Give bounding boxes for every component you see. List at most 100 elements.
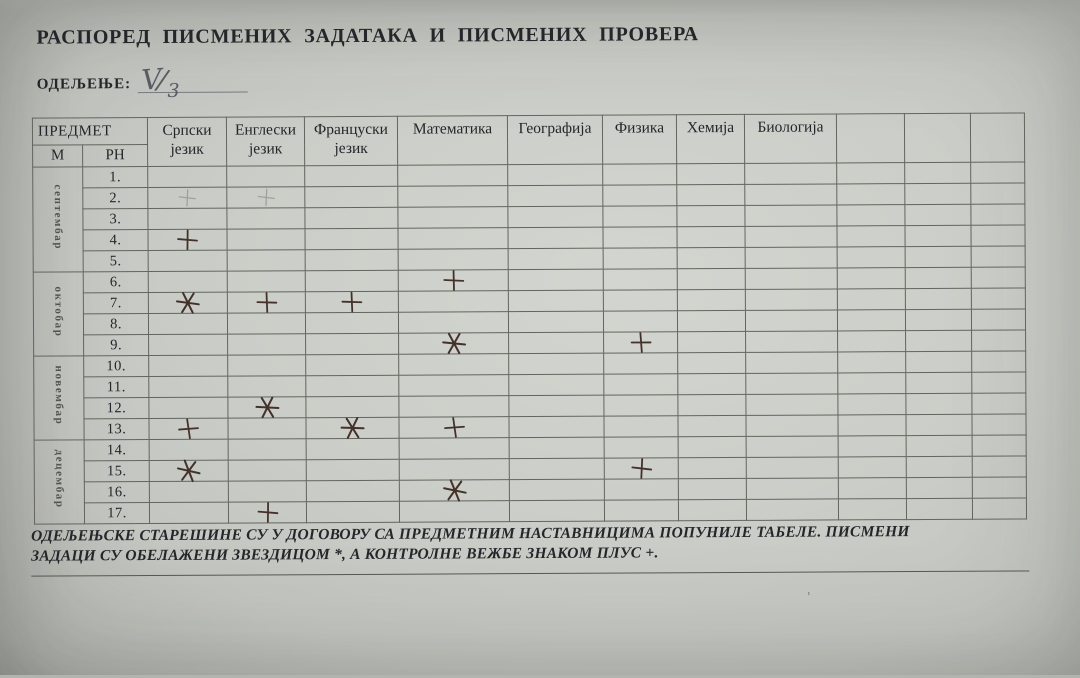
schedule-cell [509,500,604,521]
row-number: 6. [83,272,148,293]
row-number: 3. [83,209,148,230]
schedule-cell [604,374,678,395]
note-line-2: ЗАДАЦИ СУ ОБЕЛАЖЕНИ ЗВЕЗДИЦОМ *, А КОНТР… [31,545,658,565]
note-line-1: ОДЕЉЕЊСКЕ СТАРЕШИНЕ СУ У ДОГОВОРУ СА ПРЕ… [31,523,910,545]
schedule-cell [604,416,678,437]
star-mark [337,413,367,443]
schedule-cell [905,162,971,183]
plus-mark [251,183,281,213]
schedule-cell [227,292,305,313]
star-mark [252,393,282,423]
schedule-cell [972,393,1026,414]
plus-mark [173,414,203,444]
schedule-cell [745,184,837,205]
page-title: РАСПОРЕД ПИСМЕНИХ ЗАДАТАКА И ПИСМЕНИХ ПР… [36,23,698,49]
schedule-cell [149,502,228,523]
schedule-cell [677,226,745,247]
schedule-cell [971,309,1025,330]
schedule-cell [905,204,971,225]
schedule-cell [306,501,399,522]
schedule-cell [905,225,971,246]
schedule-cell [508,227,603,248]
schedule-cell [149,460,228,481]
schedule-cell [906,372,972,393]
subject-header-srpski: Српски језик [147,117,226,166]
schedule-cell [746,352,838,373]
row-number: 10. [84,356,149,377]
plus-mark [439,413,469,443]
schedule-table: ПРЕДМЕТ Српски језик Енглески језик Фран… [32,112,1027,524]
schedule-cell [905,267,971,288]
schedule-cell [227,229,305,250]
schedule-cell [838,499,906,520]
schedule-cell [305,186,398,207]
schedule-cell [906,330,972,351]
schedule-cell [745,163,837,184]
star-mark [439,476,469,506]
schedule-cell [838,415,906,436]
schedule-cell [148,292,227,313]
schedule-cell [508,269,603,290]
corner-header: ПРЕДМЕТ [32,118,147,146]
schedule-cell [745,310,837,331]
schedule-cell [677,205,745,226]
schedule-cell [509,374,604,395]
schedule-cell [906,456,972,477]
schedule-cell [228,355,306,376]
schedule-cell [837,310,905,331]
schedule-cell [745,268,837,289]
row-number: 16. [84,482,149,503]
schedule-cell [746,394,838,415]
schedule-cell [837,268,905,289]
row-number: 9. [84,335,149,356]
schedule-cell [148,187,227,208]
schedule-cell [906,414,972,435]
schedule-cell [837,163,905,184]
schedule-cell [306,417,399,438]
table-row: 17. [34,498,1026,524]
row-number: 2. [83,188,148,209]
legend-note: ОДЕЉЕЊСКЕ СТАРЕШИНЕ СУ У ДОГОВОРУ СА ПРЕ… [31,521,1029,576]
subject-header-francuski: Француски језик [304,116,397,165]
plus-mark [438,266,468,296]
schedule-cell [971,183,1025,204]
schedule-cell [508,206,603,227]
schedule-cell [603,185,677,206]
schedule-cell [604,500,678,521]
schedule-cell [905,288,971,309]
schedule-cell [399,480,509,502]
schedule-cell [305,249,398,270]
schedule-cell [603,164,677,185]
schedule-cell [149,355,228,376]
schedule-cell [677,163,745,184]
schedule-cell [972,372,1026,393]
class-row: ОДЕЉЕЊЕ: V/3 [37,68,249,109]
row-number: 4. [83,230,148,251]
schedule-cell [745,289,837,310]
schedule-cell [398,207,508,229]
plus-mark [172,225,202,255]
schedule-cell [972,456,1026,477]
row-number: 5. [83,251,148,272]
schedule-cell [509,458,604,479]
class-label: ОДЕЉЕЊЕ: [37,76,131,92]
schedule-cell [228,439,306,460]
schedule-cell [305,207,398,228]
schedule-cell [837,184,905,205]
schedule-cell [678,436,746,457]
schedule-cell [838,436,906,457]
schedule-cell [972,414,1026,435]
schedule-cell [677,310,745,331]
schedule-cell [745,226,837,247]
schedule-cell [508,164,603,185]
stray-mark: ˒ [807,588,810,601]
schedule-cell [972,435,1026,456]
schedule-cell [509,479,604,500]
schedule-cell [398,165,508,187]
schedule-cell [603,269,677,290]
schedule-cell [971,288,1025,309]
schedule-cell [678,415,746,436]
schedule-cell [905,309,971,330]
star-mark [174,456,204,486]
